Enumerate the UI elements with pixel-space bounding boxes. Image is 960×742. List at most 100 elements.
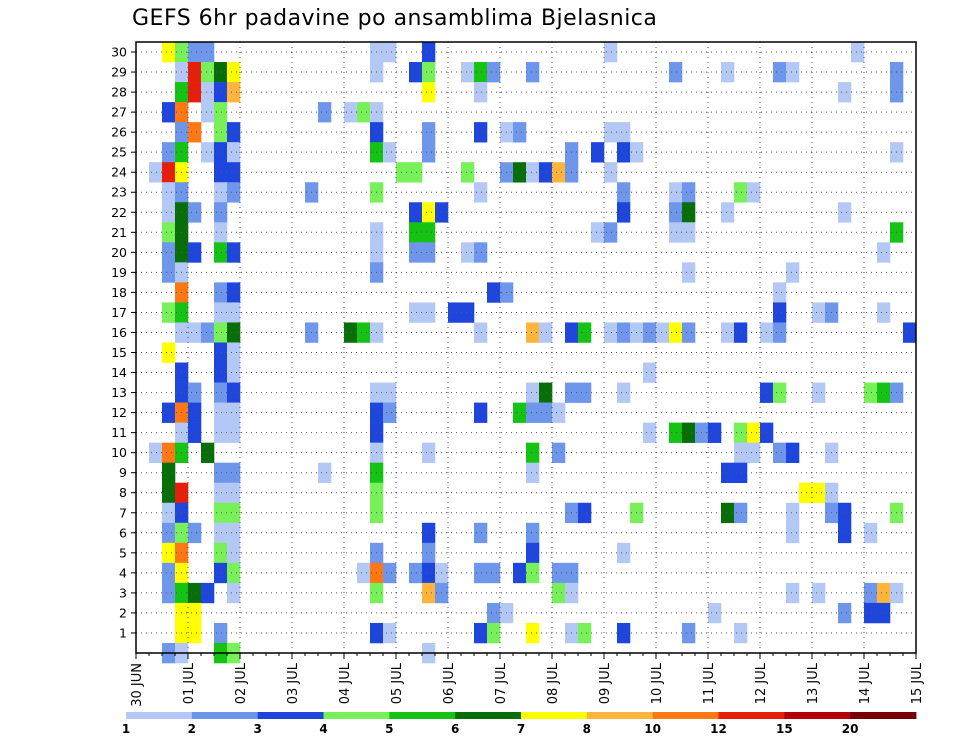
heatmap-cell <box>227 382 241 403</box>
legend-label: 8 <box>582 722 592 736</box>
heatmap-cell <box>669 202 683 223</box>
y-tick-label: 21 <box>111 225 127 240</box>
heatmap-cell <box>383 382 397 403</box>
heatmap-cell <box>227 582 241 604</box>
heatmap-cell <box>513 162 527 183</box>
y-tick-label: 7 <box>119 505 127 520</box>
heatmap-cell <box>227 522 241 544</box>
heatmap-cell <box>474 82 488 103</box>
y-tick-label: 2 <box>119 605 127 620</box>
legend-swatch <box>455 712 522 719</box>
heatmap-cell <box>162 582 176 604</box>
heatmap-cell <box>617 322 631 343</box>
heatmap-cell <box>227 322 241 343</box>
heatmap-cell <box>383 622 397 644</box>
x-tick-label: 01 JUL <box>182 662 197 704</box>
heatmap-cell <box>552 402 566 423</box>
heatmap-cell <box>422 42 436 63</box>
heatmap-cell <box>526 162 540 183</box>
heatmap-cell <box>188 242 202 263</box>
heatmap-cell <box>487 602 501 624</box>
legend-swatch <box>257 712 324 719</box>
heatmap-cell <box>383 42 397 63</box>
heatmap-cell <box>461 162 475 183</box>
heatmap-cell <box>409 302 423 323</box>
heatmap-cell <box>422 582 436 604</box>
heatmap-cell <box>539 382 553 403</box>
heatmap-cell <box>188 422 202 443</box>
legend-label: 2 <box>187 722 197 736</box>
heatmap-cell <box>617 622 631 644</box>
heatmap-cell <box>422 522 436 544</box>
heatmap-cell <box>487 622 501 644</box>
y-tick-label: 22 <box>111 205 127 220</box>
x-tick-label: 04 JUL <box>338 662 353 704</box>
y-tick-label: 15 <box>111 345 127 360</box>
heatmap-cell <box>188 382 202 403</box>
heatmap-cell <box>357 562 371 584</box>
heatmap-cell <box>227 542 241 564</box>
y-tick-label: 14 <box>111 365 127 380</box>
heatmap-cell <box>643 322 657 343</box>
heatmap-cell <box>682 202 696 223</box>
heatmap-cell <box>162 502 176 524</box>
heatmap-cell <box>422 202 436 223</box>
heatmap-cell <box>227 482 241 504</box>
heatmap-cell <box>721 462 735 484</box>
heatmap-cell <box>201 62 215 83</box>
heatmap-cell <box>474 242 488 263</box>
heatmap-cell <box>812 482 826 504</box>
heatmap-cell <box>461 62 475 83</box>
heatmap-cell <box>682 622 696 644</box>
heatmap-cell <box>162 462 176 484</box>
heatmap-cell <box>513 122 527 143</box>
heatmap-cell <box>552 442 566 463</box>
heatmap-cell <box>513 402 527 423</box>
heatmap-cell <box>773 322 787 343</box>
heatmap-cell <box>227 182 241 203</box>
heatmap-cell <box>214 482 228 504</box>
heatmap-cell <box>838 502 852 524</box>
legend-label: 12 <box>710 722 727 736</box>
heatmap-cell <box>422 302 436 323</box>
y-tick-label: 24 <box>111 165 127 180</box>
heatmap-cell <box>617 122 631 143</box>
heatmap-cell <box>214 282 228 303</box>
heatmap-cell <box>409 162 423 183</box>
heatmap-cell <box>344 102 358 123</box>
heatmap-cell <box>409 222 423 243</box>
heatmap-cell <box>422 82 436 103</box>
heatmap-cell <box>188 122 202 143</box>
heatmap-cell <box>799 482 813 504</box>
heatmap-cell <box>721 502 735 524</box>
x-tick-label: 15 JUL <box>910 662 925 704</box>
x-tick-label: 12 JUL <box>754 662 769 704</box>
heatmap-cell <box>877 602 891 624</box>
heatmap-cell <box>227 242 241 263</box>
legend-label: 10 <box>644 722 662 736</box>
x-tick-label: 03 JUL <box>286 662 301 704</box>
chart-title: GEFS 6hr padavine po ansamblima Bjelasni… <box>132 6 658 31</box>
heatmap-cell <box>201 442 215 463</box>
heatmap-cell <box>227 362 241 383</box>
heatmap-cell <box>422 242 436 263</box>
heatmap-cell <box>864 522 878 544</box>
heatmap-cell <box>162 142 176 163</box>
heatmap-cell <box>149 162 163 183</box>
legend-label: 3 <box>253 722 262 736</box>
heatmap-cell <box>487 282 501 303</box>
heatmap-cell <box>448 302 462 323</box>
heatmap-cell <box>617 202 631 223</box>
x-tick-label: 08 JUL <box>546 662 561 704</box>
heatmap-cell <box>318 462 332 484</box>
heatmap-cell <box>214 542 228 564</box>
heatmap-cell <box>682 422 696 443</box>
heatmap-cell <box>227 462 241 484</box>
legend-swatch <box>850 712 917 719</box>
heatmap-cell <box>149 442 163 463</box>
y-tick-label: 18 <box>111 285 127 300</box>
heatmap-cell <box>864 602 878 624</box>
legend-swatch <box>586 712 654 719</box>
heatmap-cell <box>383 142 397 163</box>
heatmap-cell <box>617 182 631 203</box>
